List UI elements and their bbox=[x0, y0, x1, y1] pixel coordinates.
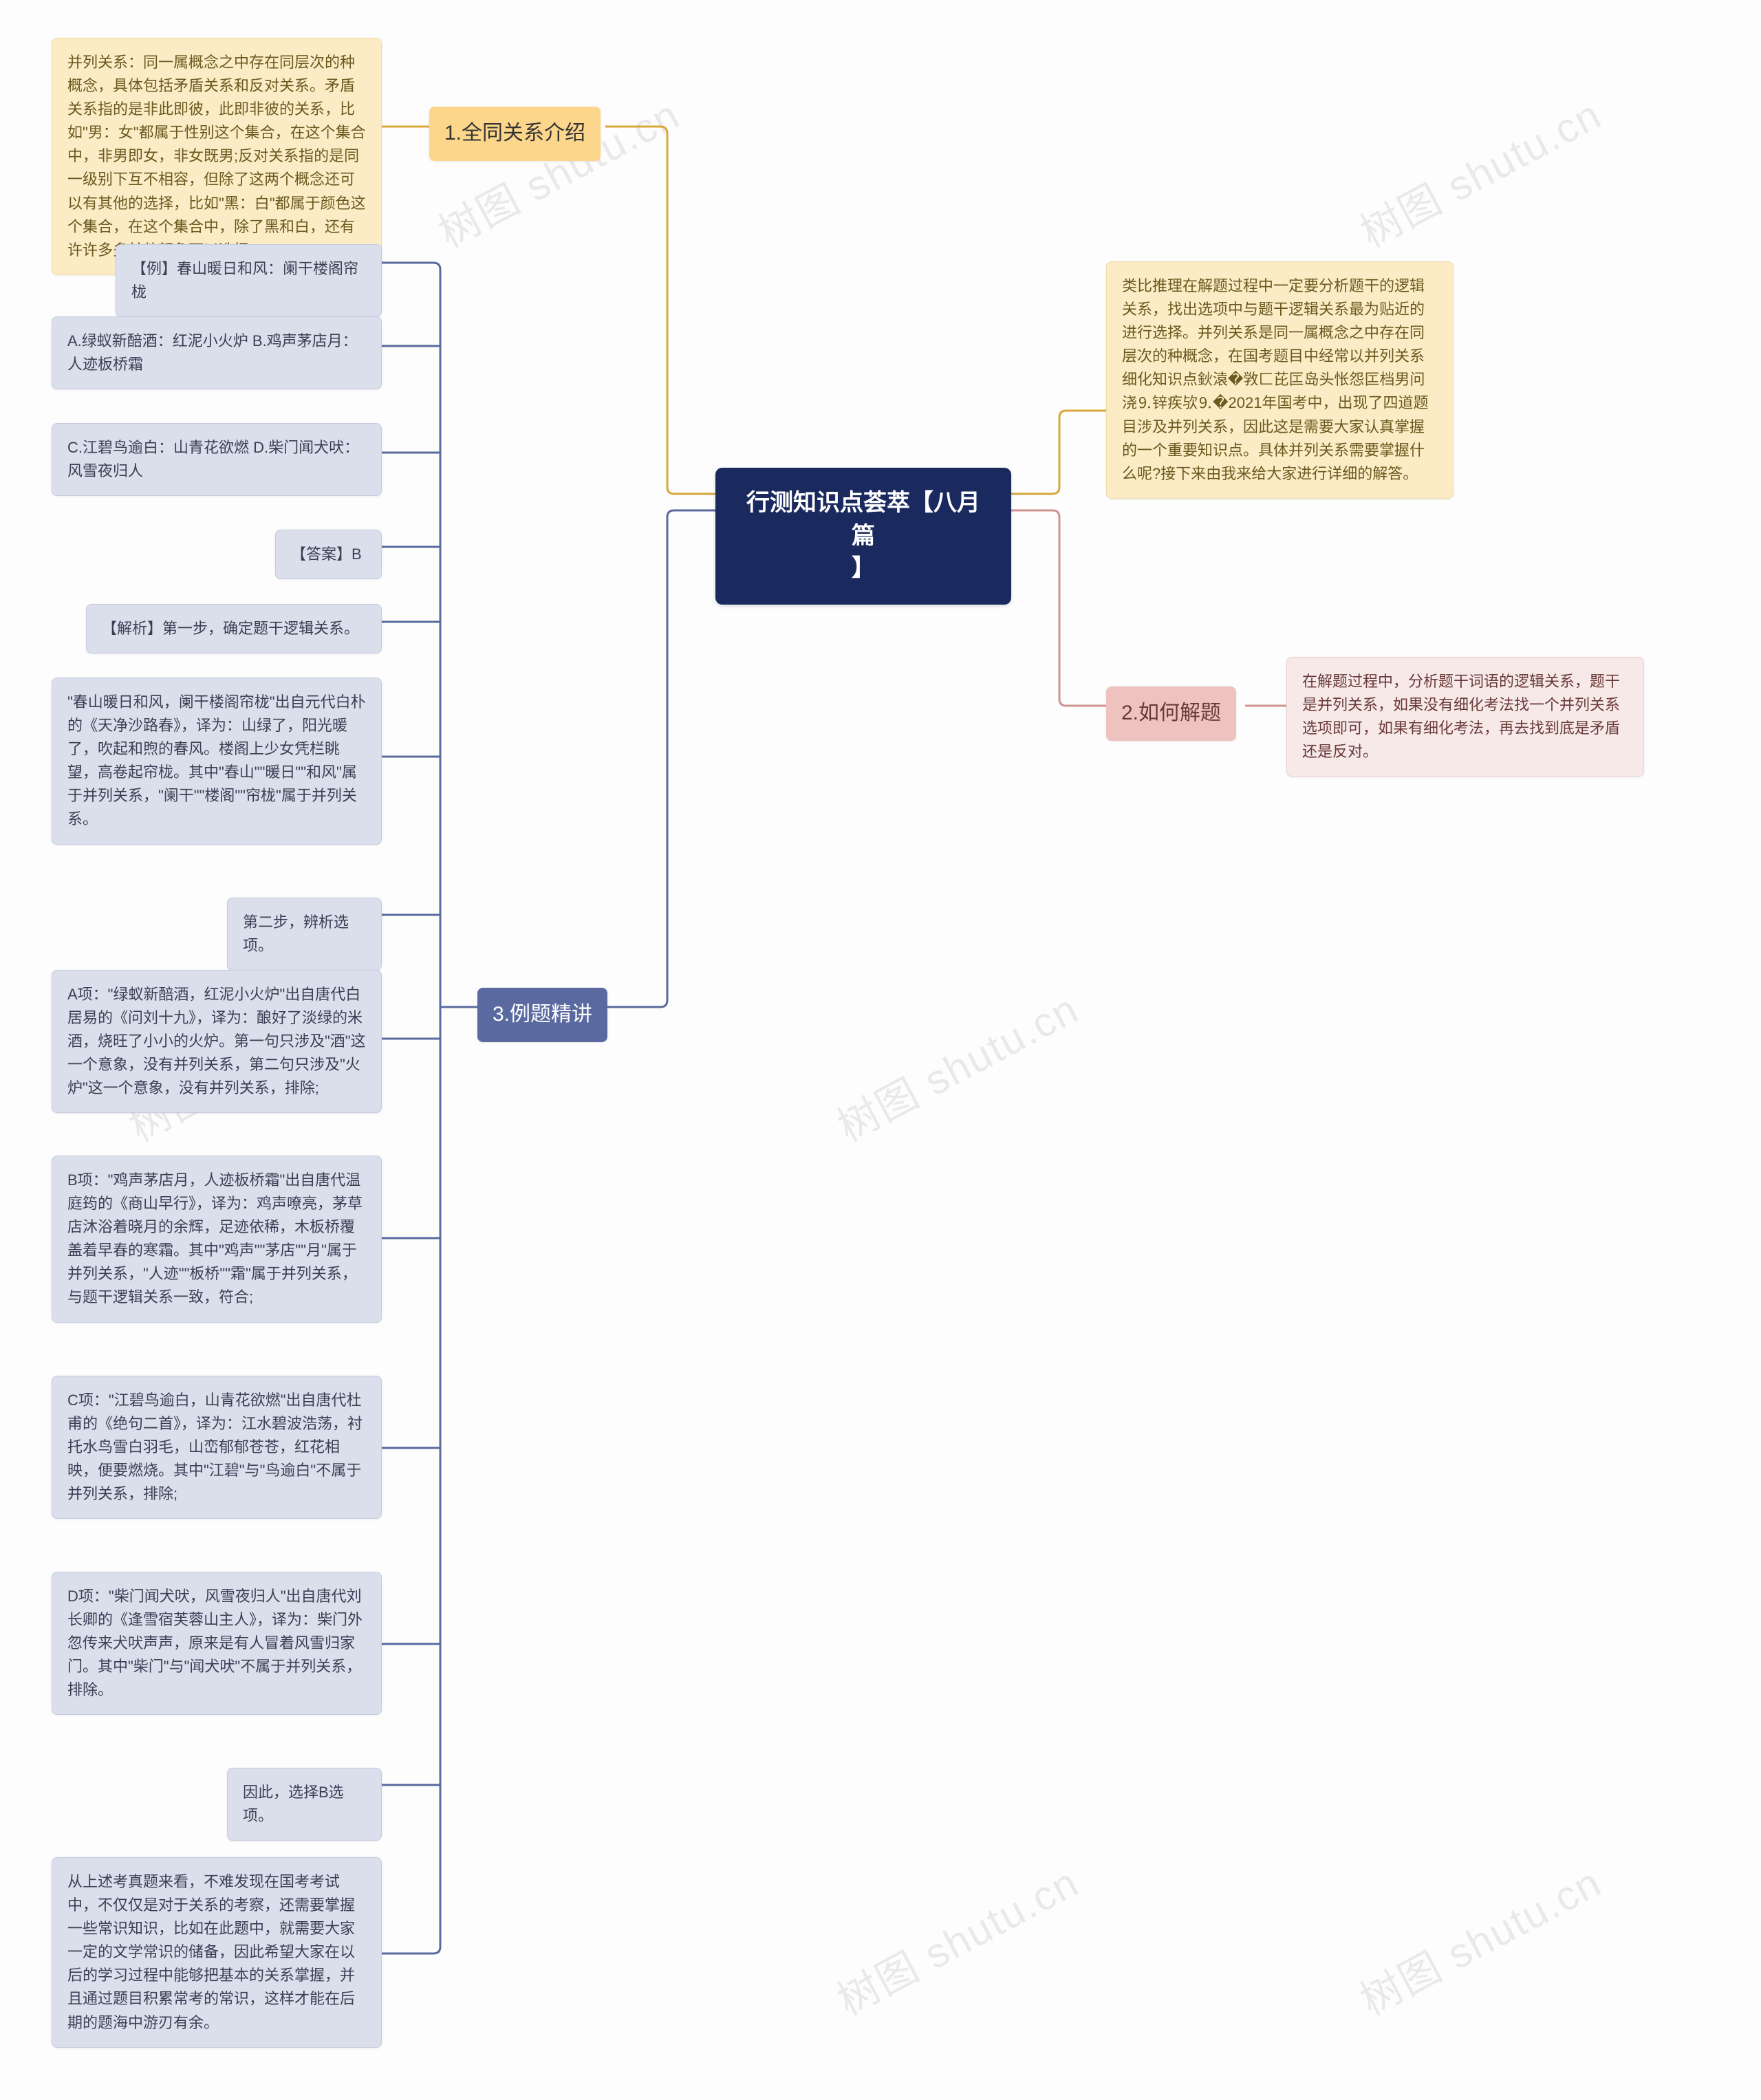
section3-item: D项："柴门闻犬吠，风雪夜归人"出自唐代刘长卿的《逢雪宿芙蓉山主人》，译为：柴门… bbox=[52, 1572, 382, 1715]
section3-item: 因此，选择B选项。 bbox=[227, 1768, 382, 1841]
watermark: 树图 shutu.cn bbox=[1348, 1850, 1610, 2027]
watermark: 树图 shutu.cn bbox=[825, 976, 1088, 1154]
section3-item: "春山暖日和风，阑干楼阁帘栊"出自元代白朴的《天净沙路春》，译为：山绿了，阳光暖… bbox=[52, 678, 382, 845]
intro-content: 类比推理在解题过程中一定要分析题干的逻辑关系，找出选项中与题干逻辑关系最为贴近的… bbox=[1106, 261, 1454, 499]
section3-item: 【答案】B bbox=[275, 530, 382, 579]
section2-title: 2.如何解题 bbox=[1106, 686, 1236, 741]
section3-item: B项："鸡声茅店月，人迹板桥霜"出自唐代温庭筠的《商山早行》，译为：鸡声嘹亮，茅… bbox=[52, 1156, 382, 1323]
section3-item: A.绿蚁新醅酒：红泥小火炉 B.鸡声茅店月：人迹板桥霜 bbox=[52, 316, 382, 389]
center-node: 行测知识点荟萃【八月篇 】 bbox=[715, 468, 1011, 605]
section3-item: A项："绿蚁新醅酒，红泥小火炉"出自唐代白居易的《问刘十九》，译为：酿好了淡绿的… bbox=[52, 970, 382, 1113]
section3-item: 【解析】第一步，确定题干逻辑关系。 bbox=[86, 604, 382, 653]
section3-item: 第二步，辨析选项。 bbox=[227, 898, 382, 971]
center-title-line1: 行测知识点荟萃【八月篇 bbox=[746, 490, 980, 549]
watermark: 树图 shutu.cn bbox=[1348, 82, 1610, 259]
center-title-line2: 】 bbox=[852, 555, 875, 581]
section3-title: 3.例题精讲 bbox=[477, 988, 607, 1042]
section3-item: C.江碧鸟逾白：山青花欲燃 D.柴门闻犬吠：风雪夜归人 bbox=[52, 423, 382, 496]
section3-item: 从上述考真题来看，不难发现在国考考试中，不仅仅是对于关系的考察，还需要掌握一些常… bbox=[52, 1857, 382, 2048]
section3-item: C项："江碧鸟逾白，山青花欲燃"出自唐代杜甫的《绝句二首》，译为：江水碧波浩荡，… bbox=[52, 1376, 382, 1519]
section3-item: 【例】春山暖日和风：阑干楼阁帘栊 bbox=[116, 244, 382, 317]
section1-title: 1.全同关系介绍 bbox=[429, 107, 601, 161]
watermark: 树图 shutu.cn bbox=[825, 1850, 1088, 2027]
section1-content: 并列关系：同一属概念之中存在同层次的种概念，具体包括矛盾关系和反对关系。矛盾关系… bbox=[52, 38, 382, 275]
section2-content: 在解题过程中，分析题干词语的逻辑关系，题干是并列关系，如果没有细化考法找一个并列… bbox=[1286, 657, 1644, 777]
